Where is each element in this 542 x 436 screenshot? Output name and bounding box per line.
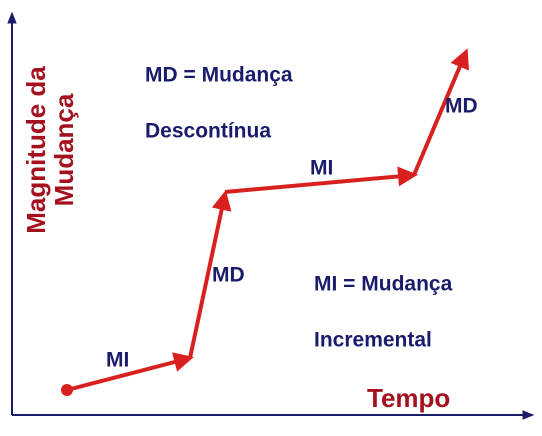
segment	[224, 166, 418, 194]
x-axis-label: Tempo	[367, 383, 450, 413]
segment	[412, 48, 469, 176]
change-path	[66, 48, 469, 392]
note: Incremental	[314, 329, 432, 352]
segment-label: MD	[212, 264, 245, 287]
note: MI = Mudança	[314, 273, 453, 296]
segment-label: MI	[106, 349, 129, 372]
segment-label: MD	[445, 95, 478, 118]
segment	[66, 352, 194, 392]
y-axis-label: Magnitude da	[21, 66, 51, 234]
segment	[188, 190, 232, 359]
start-point	[61, 384, 73, 396]
note: Descontínua	[145, 120, 271, 143]
note: MD = Mudança	[145, 64, 293, 87]
segment-label: MI	[310, 157, 333, 180]
y-axis-label: Mudança	[49, 93, 79, 206]
